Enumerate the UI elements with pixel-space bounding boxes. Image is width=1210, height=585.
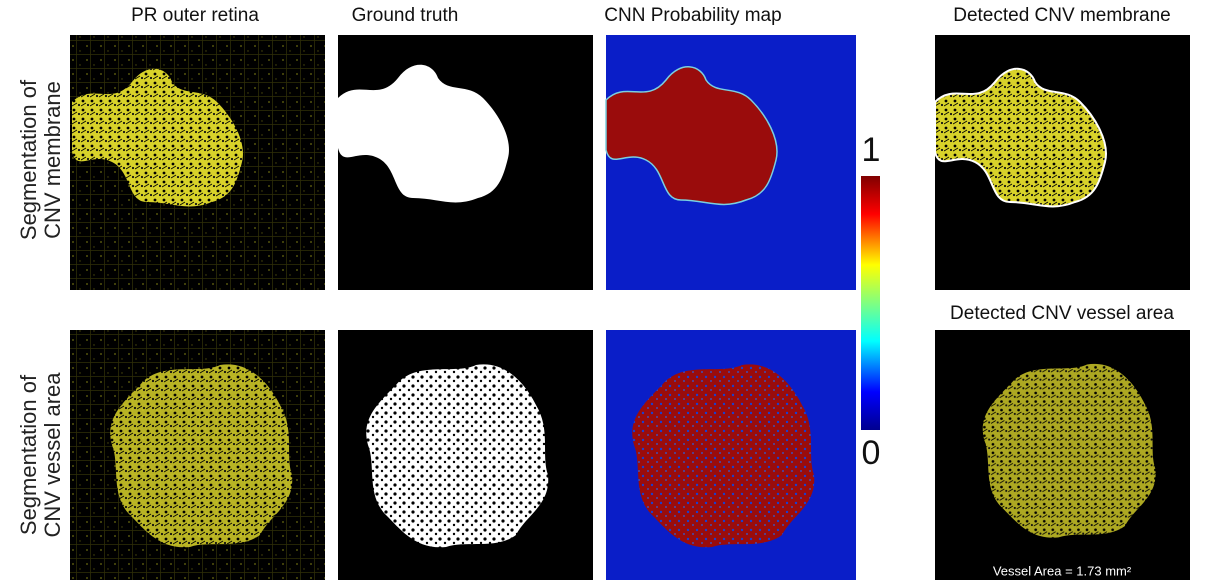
column-title: Detected CNV membrane [953,5,1171,26]
vessels [366,364,548,547]
vessels [632,364,814,547]
row-label-line: Segmentation of [16,374,41,535]
vessel-area: Vessel Area = 1.73 mm² [993,563,1132,578]
row-label: Segmentation of CNV membrane [16,79,65,240]
row-label-line: Segmentation of [16,79,41,240]
colorbar [861,176,880,430]
row-label: Segmentation of CNV vessel area [16,372,65,538]
vessels [983,364,1156,538]
column-title: Detected CNV vessel area [950,303,1174,324]
column-title: CNN Probability map [604,5,781,26]
column-title: PR outer retina [131,5,259,26]
column-title: Ground truth [352,5,459,26]
row-label-line: CNV membrane [40,81,65,239]
figure: PR outer retina Ground truth CNN Probabi… [0,0,1210,585]
colorbar-label: 0 [862,434,881,472]
vessels [110,364,292,547]
row-label-line: CNV vessel area [40,372,65,538]
colorbar-label: 1 [862,131,881,169]
